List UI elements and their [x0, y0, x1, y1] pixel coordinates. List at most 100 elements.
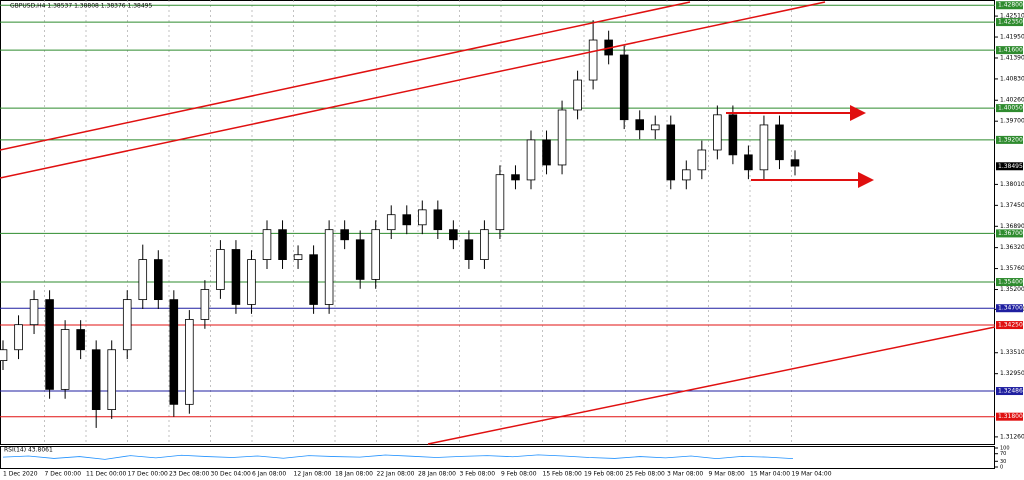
level-label: 1.42350 — [998, 19, 1023, 26]
level-tag — [996, 229, 1023, 238]
level-tag — [996, 387, 1023, 396]
candle-body — [231, 249, 241, 305]
candle-body — [775, 124, 784, 161]
y-tick-label: 1.32950 — [1000, 370, 1024, 377]
candle-body — [433, 209, 443, 231]
levels — [0, 4, 995, 418]
candle-body — [619, 54, 629, 121]
y-tick-label: 1.37450 — [1000, 202, 1024, 209]
candle-body — [744, 154, 753, 171]
candle-body — [650, 124, 660, 131]
x-tick-label: 18 Jan 08:00 — [335, 471, 373, 478]
y-tick-label: 1.35200 — [1000, 286, 1024, 293]
candle-body — [278, 229, 287, 260]
candle-body — [122, 299, 132, 351]
y-tick-label: 1.36890 — [1000, 223, 1024, 230]
candle-body — [0, 349, 8, 361]
candle-body — [713, 114, 722, 151]
rsi-line — [2, 454, 794, 460]
candle-body — [371, 229, 380, 280]
candle-body — [169, 299, 179, 405]
candles — [0, 20, 800, 428]
rsi-tick-label: 70 — [1000, 451, 1006, 457]
x-tick-label: 17 Dec 00:00 — [128, 471, 169, 478]
candle-body — [340, 229, 349, 241]
candle-body — [247, 259, 256, 305]
trend-line — [0, 1, 826, 179]
candle-body — [293, 254, 303, 260]
level-label: 1.34700 — [998, 305, 1023, 312]
y-tick-label: 1.36320 — [1000, 244, 1024, 251]
trend-line — [0, 1, 691, 151]
x-tick-label: 25 Feb 08:00 — [626, 471, 666, 478]
level-tag — [996, 18, 1023, 27]
level-label: 1.39200 — [998, 136, 1023, 143]
x-tick-label: 9 Mar 08:00 — [709, 471, 745, 478]
candle-body — [76, 329, 85, 351]
trend-line — [427, 326, 996, 445]
candle-body — [324, 229, 334, 305]
x-tick-label: 30 Dec 04:00 — [211, 471, 252, 478]
candle-body — [29, 299, 39, 326]
current-price-tag — [996, 162, 1023, 171]
candle-body — [154, 259, 163, 301]
candle-body — [635, 119, 644, 131]
candle-body — [45, 299, 54, 390]
level-label: 1.41600 — [998, 47, 1023, 54]
level-tag — [996, 321, 1023, 330]
x-tick-label: 3 Feb 08:00 — [460, 471, 496, 478]
candle-body — [557, 109, 567, 166]
y-tick-label: 1.39700 — [1000, 118, 1024, 125]
y-tick-label: 1.41390 — [1000, 54, 1024, 61]
candle-body — [107, 349, 116, 410]
y-tick-label: 1.40830 — [1000, 75, 1024, 82]
rsi-frame — [0, 446, 995, 469]
drawings — [0, 1, 996, 445]
x-tick-label: 19 Mar 04:00 — [792, 471, 832, 478]
candle-body — [185, 319, 194, 405]
y-tick-label: 1.42510 — [1000, 13, 1024, 20]
candle-body — [309, 254, 318, 305]
level-label: 1.34250 — [998, 322, 1023, 329]
level-label: 1.36700 — [998, 230, 1023, 237]
level-label: 1.40050 — [998, 105, 1023, 112]
candle-body — [588, 39, 598, 81]
candle-body — [138, 259, 148, 301]
x-tick-label: 3 Mar 08:00 — [667, 471, 703, 478]
y-tick-label: 1.38010 — [1000, 181, 1024, 188]
level-tag — [996, 104, 1023, 113]
x-tick-label: 7 Dec 00:00 — [45, 471, 82, 478]
x-tick-label: 1 Dec 2020 — [3, 471, 38, 478]
candle-body — [542, 139, 551, 166]
rsi-tick-label: 0 — [1000, 465, 1003, 471]
x-tick-label: 23 Dec 08:00 — [169, 471, 210, 478]
level-tag — [996, 304, 1023, 313]
candle-body — [14, 324, 23, 351]
level-tag — [996, 46, 1023, 55]
candle-body — [91, 349, 101, 410]
x-tick-label: 15 Feb 08:00 — [543, 471, 583, 478]
candle-body — [790, 159, 800, 167]
x-tick-label: 12 Jan 08:00 — [294, 471, 332, 478]
level-tag — [996, 135, 1023, 144]
chart-title: GBPUSD,H4 1.38537 1.38808 1.38376 1.3849… — [10, 3, 152, 10]
level-label: 1.32486 — [998, 388, 1023, 395]
level-label: 1.35400 — [998, 279, 1023, 286]
candle-body — [480, 229, 489, 260]
candle-body — [511, 174, 520, 181]
x-tick-label: 6 Jan 08:00 — [252, 471, 286, 478]
x-tick-label: 28 Jan 08:00 — [418, 471, 456, 478]
plot-frame — [0, 0, 995, 445]
candle-body — [386, 214, 396, 231]
level-label: 1.31800 — [998, 413, 1023, 420]
candle-body — [402, 214, 412, 226]
candle-body — [355, 239, 365, 280]
x-tick-label: 9 Feb 08:00 — [501, 471, 537, 478]
candle-body — [262, 229, 272, 260]
level-tag — [996, 278, 1023, 287]
current-price-label: 1.38495 — [998, 163, 1023, 170]
candle-body — [418, 209, 427, 226]
x-tick-label: 15 Mar 04:00 — [750, 471, 790, 478]
